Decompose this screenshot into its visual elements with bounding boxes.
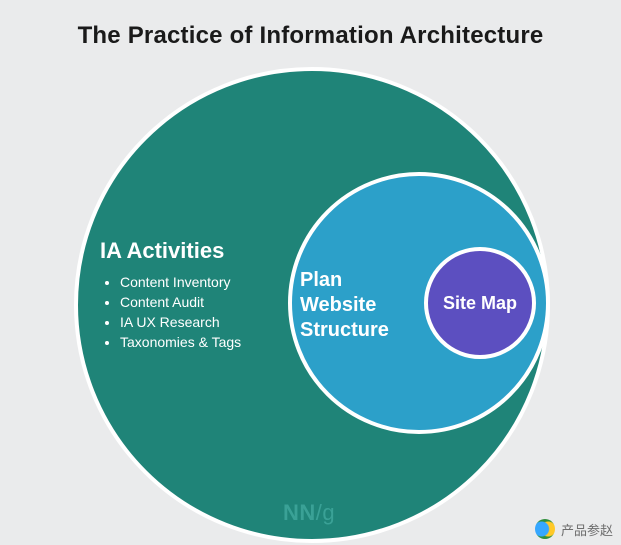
- page-title: The Practice of Information Architecture: [0, 22, 621, 50]
- brand-nng-logo: NN/g: [283, 500, 335, 526]
- brand-g: g: [322, 500, 335, 525]
- outer-circle-list: Content Inventory Content Audit IA UX Rese…: [100, 274, 241, 350]
- brand-nn: NN: [283, 500, 316, 525]
- inner-circle-site-map: Site Map: [424, 247, 536, 359]
- outer-circle-heading: IA Activities: [100, 238, 241, 264]
- page: The Practice of Information Architecture…: [0, 0, 621, 545]
- outer-list-item: Taxonomies & Tags: [120, 334, 241, 350]
- source-credit: 产品参赵: [535, 519, 613, 539]
- wechat-icon: [535, 519, 555, 539]
- outer-circle-text-block: IA Activities Content Inventory Content A…: [100, 238, 241, 354]
- credit-text: 产品参赵: [561, 520, 613, 539]
- middle-circle-label: PlanWebsiteStructure: [300, 268, 389, 343]
- outer-list-item: Content Audit: [120, 294, 241, 310]
- outer-list-item: Content Inventory: [120, 274, 241, 290]
- inner-circle-label: Site Map: [428, 293, 532, 314]
- outer-list-item: IA UX Research: [120, 314, 241, 330]
